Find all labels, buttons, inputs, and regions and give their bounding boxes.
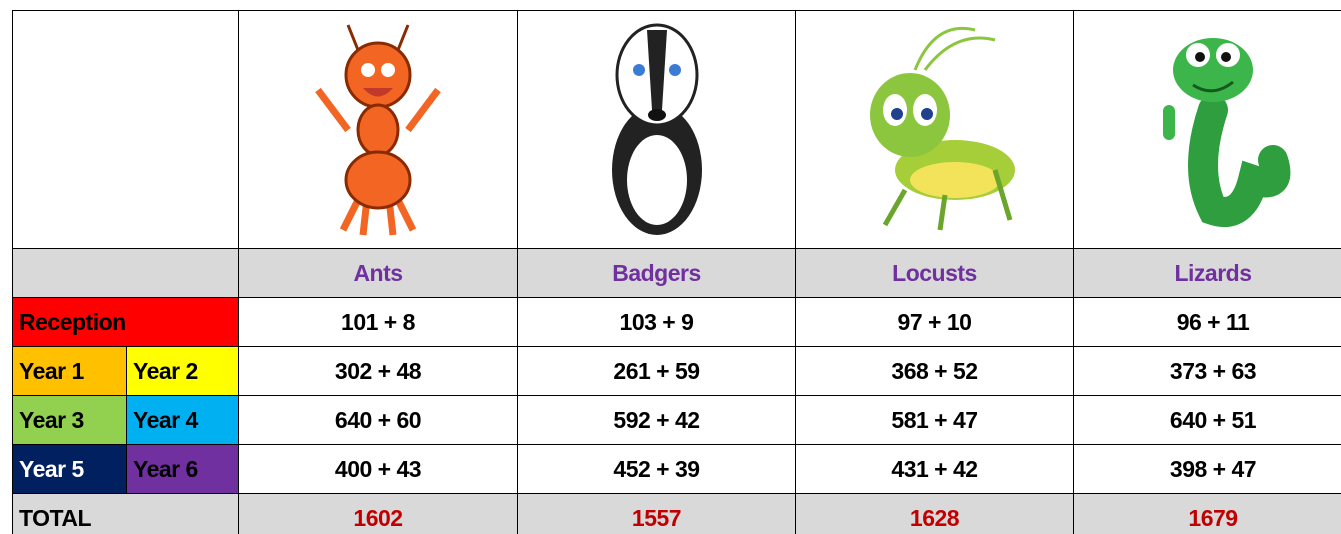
score-cell: 592 + 42 [518,396,796,445]
ant-picture [239,11,518,249]
image-row [13,11,1341,249]
row-label: Year 3 [13,396,127,445]
score-cell: 368 + 52 [796,347,1074,396]
badger-picture [518,11,796,249]
lizard-picture [1074,11,1341,249]
total-cell: 1557 [518,494,796,534]
row-label: Year 4 [127,396,239,445]
page: Ants Badgers Locusts Lizards Reception 1… [0,0,1341,534]
blank-cell [13,11,239,249]
total-row: TOTAL 1602 1557 1628 1679 [13,494,1341,534]
team-name: Badgers [518,249,796,298]
total-cell: 1679 [1074,494,1341,534]
score-cell: 640 + 60 [239,396,518,445]
team-name: Ants [239,249,518,298]
total-cell: 1628 [796,494,1074,534]
row-label: Reception [13,298,239,347]
score-row: Year 1 Year 2 302 + 48 261 + 59 368 + 52… [13,347,1341,396]
score-cell: 640 + 51 [1074,396,1341,445]
row-label: Year 6 [127,445,239,494]
team-name: Locusts [796,249,1074,298]
header-row: Ants Badgers Locusts Lizards [13,249,1341,298]
score-row: Year 3 Year 4 640 + 60 592 + 42 581 + 47… [13,396,1341,445]
score-cell: 101 + 8 [239,298,518,347]
team-name: Lizards [1074,249,1341,298]
score-cell: 581 + 47 [796,396,1074,445]
score-table: Ants Badgers Locusts Lizards Reception 1… [12,10,1341,534]
blank-cell [13,249,239,298]
score-row: Reception 101 + 8 103 + 9 97 + 10 96 + 1… [13,298,1341,347]
score-cell: 400 + 43 [239,445,518,494]
locust-picture [796,11,1074,249]
score-cell: 261 + 59 [518,347,796,396]
row-label: Year 2 [127,347,239,396]
score-cell: 302 + 48 [239,347,518,396]
total-cell: 1602 [239,494,518,534]
score-cell: 452 + 39 [518,445,796,494]
row-label: Year 1 [13,347,127,396]
score-cell: 97 + 10 [796,298,1074,347]
score-cell: 431 + 42 [796,445,1074,494]
score-cell: 398 + 47 [1074,445,1341,494]
score-cell: 373 + 63 [1074,347,1341,396]
score-cell: 96 + 11 [1074,298,1341,347]
score-cell: 103 + 9 [518,298,796,347]
row-label: Year 5 [13,445,127,494]
score-row: Year 5 Year 6 400 + 43 452 + 39 431 + 42… [13,445,1341,494]
total-label: TOTAL [13,494,239,534]
